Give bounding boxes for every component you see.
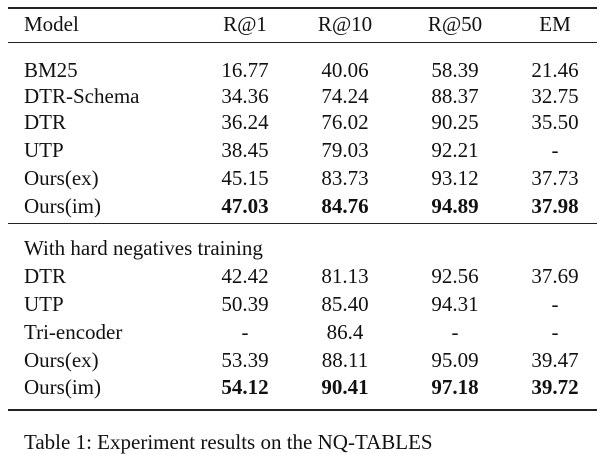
cell: 32.75: [531, 84, 579, 108]
rule: [8, 223, 597, 224]
cell: 95.09: [431, 348, 479, 372]
cell: 74.24: [321, 84, 369, 108]
rule: [8, 7, 597, 9]
cell: 50.39: [221, 292, 269, 316]
cell: 88.11: [321, 348, 369, 372]
cell: 83.73: [321, 166, 369, 190]
model-name: Ours(im): [24, 194, 101, 218]
header-cell: R@10: [317, 12, 373, 36]
caption: Table 1: Experiment results on the NQ-TA…: [24, 430, 433, 454]
cell: 94.31: [431, 292, 479, 316]
cell: 94.89: [431, 194, 479, 218]
rule: [8, 42, 597, 43]
model-name: DTR: [24, 110, 66, 134]
cell: 39.47: [531, 348, 579, 372]
cell: 76.02: [321, 110, 369, 134]
cell: 54.12: [221, 375, 269, 399]
cell: 79.03: [321, 138, 369, 162]
cell: 16.77: [221, 58, 269, 82]
cell: 21.46: [531, 58, 579, 82]
cell: 47.03: [221, 194, 269, 218]
cell: 36.24: [221, 110, 269, 134]
cell: 34.36: [221, 84, 269, 108]
cell: 86.4: [326, 320, 364, 344]
cell: 37.73: [531, 166, 579, 190]
cell: 81.13: [321, 264, 369, 288]
model-name: Ours(im): [24, 375, 101, 399]
cell: 42.42: [221, 264, 269, 288]
cell: 84.76: [321, 194, 369, 218]
cell: -: [551, 320, 559, 344]
cell: 90.25: [431, 110, 479, 134]
cell: 92.56: [431, 264, 479, 288]
cell: 93.12: [431, 166, 479, 190]
cell: 92.21: [431, 138, 479, 162]
model-name: Ours(ex): [24, 348, 99, 372]
model-name: UTP: [24, 138, 64, 162]
cell: 45.15: [221, 166, 269, 190]
cell: 35.50: [531, 110, 579, 134]
model-name: BM25: [24, 58, 78, 82]
model-name: DTR-Schema: [24, 84, 140, 108]
cell: -: [241, 320, 249, 344]
cell: 88.37: [431, 84, 479, 108]
model-name: UTP: [24, 292, 64, 316]
cell: 37.69: [531, 264, 579, 288]
rule: [8, 409, 597, 411]
model-name: DTR: [24, 264, 66, 288]
model-name: Tri-encoder: [24, 320, 123, 344]
cell: 40.06: [321, 58, 369, 82]
cell: -: [551, 138, 559, 162]
cell: 39.72: [531, 375, 579, 399]
cell: 38.45: [221, 138, 269, 162]
cell: 53.39: [221, 348, 269, 372]
cell: 97.18: [431, 375, 479, 399]
cell: 58.39: [431, 58, 479, 82]
cell: -: [451, 320, 459, 344]
cell: 37.98: [531, 194, 579, 218]
header-cell: EM: [539, 12, 571, 36]
header-cell: Model: [24, 12, 79, 36]
cell: 85.40: [321, 292, 369, 316]
cell: 90.41: [321, 375, 369, 399]
group-title: With hard negatives training: [24, 236, 263, 260]
model-name: Ours(ex): [24, 166, 99, 190]
header-cell: R@50: [427, 12, 483, 36]
cell: -: [551, 292, 559, 316]
header-cell: R@1: [223, 12, 267, 36]
